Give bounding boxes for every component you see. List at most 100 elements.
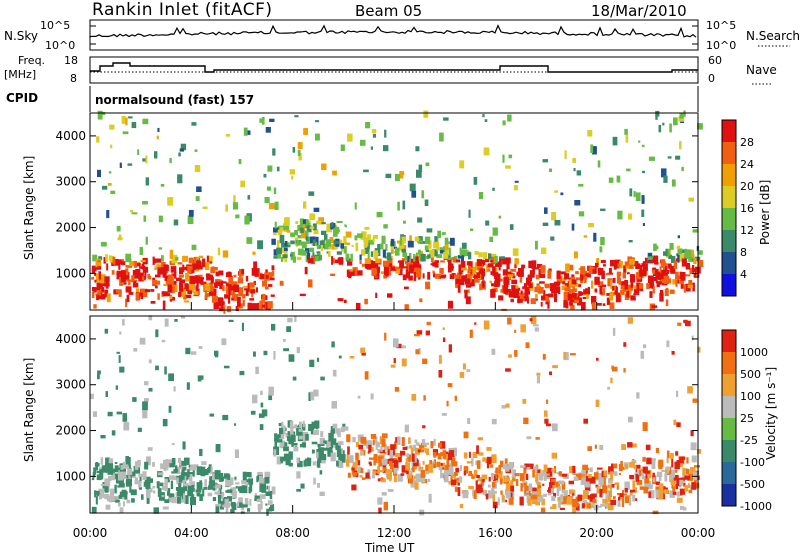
heatmap-cell	[518, 267, 524, 277]
heatmap-cell	[192, 264, 198, 270]
heatmap-cell	[551, 211, 557, 221]
heatmap-cell	[368, 264, 374, 268]
heatmap-cell	[455, 259, 461, 263]
heatmap-cell	[596, 486, 601, 494]
heatmap-cell	[474, 262, 479, 271]
heatmap-cell	[336, 251, 342, 255]
heatmap-cell	[187, 265, 193, 275]
heatmap-cell	[340, 144, 345, 151]
heatmap-cell	[422, 273, 425, 279]
heatmap-cell	[424, 199, 429, 206]
heatmap-cell	[156, 135, 159, 140]
heatmap-cell	[578, 292, 583, 296]
heatmap-cell	[298, 432, 303, 440]
heatmap-cell	[396, 343, 402, 349]
heatmap-cell	[491, 454, 497, 464]
heatmap-cell	[107, 466, 114, 475]
heatmap-cell	[382, 433, 388, 439]
heatmap-cell	[393, 358, 396, 364]
heatmap-cell	[116, 289, 122, 294]
heatmap-cell	[171, 273, 176, 277]
heatmap-cell	[97, 110, 103, 120]
heatmap-cell	[296, 457, 300, 464]
heatmap-cell	[241, 322, 244, 332]
heatmap-cell	[300, 219, 303, 228]
heatmap-cell	[597, 160, 601, 168]
heatmap-cell	[170, 266, 177, 273]
heatmap-cell	[137, 460, 141, 467]
heatmap-cell	[197, 375, 204, 380]
heatmap-cell	[446, 458, 450, 466]
heatmap-cell	[156, 481, 160, 489]
heatmap-cell	[410, 447, 414, 455]
heatmap-cell	[665, 299, 669, 307]
heatmap-cell	[442, 327, 445, 330]
x-tick-label: 00:00	[681, 526, 716, 540]
heatmap-cell	[171, 458, 176, 465]
heatmap-cell	[580, 271, 584, 281]
heatmap-cell	[368, 444, 372, 453]
heatmap-cell	[175, 487, 182, 491]
heatmap-cell	[679, 456, 684, 464]
heatmap-cell	[286, 230, 291, 233]
heatmap-cell	[664, 473, 668, 482]
heatmap-cell	[475, 474, 478, 479]
heatmap-cell	[94, 273, 98, 277]
heatmap-cell	[245, 482, 249, 486]
heatmap-cell	[593, 472, 599, 480]
heatmap-cell	[225, 204, 228, 212]
heatmap-cell	[194, 276, 200, 282]
heatmap-cell	[385, 244, 388, 251]
heatmap-cell	[287, 317, 293, 323]
heatmap-cell	[519, 276, 523, 283]
heatmap-cell	[268, 272, 273, 280]
heatmap-cell	[696, 449, 702, 454]
heatmap-cell	[481, 474, 488, 480]
heatmap-cell	[259, 118, 263, 123]
heatmap-cell	[235, 306, 239, 311]
heatmap-cell	[605, 492, 610, 501]
heatmap-cell	[512, 272, 515, 276]
heatmap-cell	[597, 303, 602, 306]
heatmap-cell	[333, 239, 336, 246]
heatmap-cell	[300, 227, 304, 234]
heatmap-cell	[104, 289, 109, 298]
heatmap-cell	[462, 363, 466, 370]
heatmap-cell	[417, 249, 421, 255]
heatmap-cell	[419, 509, 425, 516]
heatmap-cell	[641, 144, 645, 148]
heatmap-cell	[628, 416, 633, 423]
heatmap-cell	[261, 478, 265, 483]
heatmap-cell	[440, 250, 444, 254]
heatmap-cell	[642, 170, 645, 174]
heatmap-cell	[504, 282, 509, 288]
heatmap-cell	[249, 298, 255, 301]
heatmap-cell	[296, 239, 300, 246]
heatmap-cell	[432, 270, 435, 275]
heatmap-cell	[196, 466, 202, 475]
colorbar-frame	[721, 119, 737, 297]
heatmap-cell	[233, 486, 237, 496]
heatmap-cell	[605, 273, 610, 276]
heatmap-cell	[671, 485, 676, 489]
heatmap-cell	[614, 264, 618, 269]
heatmap-cell	[161, 495, 165, 498]
heatmap-cell	[405, 269, 410, 279]
heatmap-cell	[481, 260, 486, 265]
heatmap-cell	[628, 213, 633, 220]
heatmap-cell	[408, 478, 413, 484]
heatmap-cell	[656, 282, 660, 288]
heatmap-cell	[264, 301, 267, 310]
heatmap-cell	[138, 481, 142, 488]
heatmap-cell	[280, 460, 283, 464]
heatmap-cell	[100, 241, 107, 247]
heatmap-cell	[273, 351, 276, 360]
heatmap-cell	[101, 465, 108, 473]
heatmap-cell	[231, 477, 234, 485]
heatmap-cell	[130, 471, 136, 477]
heatmap-cell	[119, 162, 122, 168]
heatmap-cell	[133, 281, 137, 288]
heatmap-cell	[590, 144, 594, 154]
heatmap-cell	[117, 485, 121, 488]
heatmap-cell	[263, 350, 268, 356]
